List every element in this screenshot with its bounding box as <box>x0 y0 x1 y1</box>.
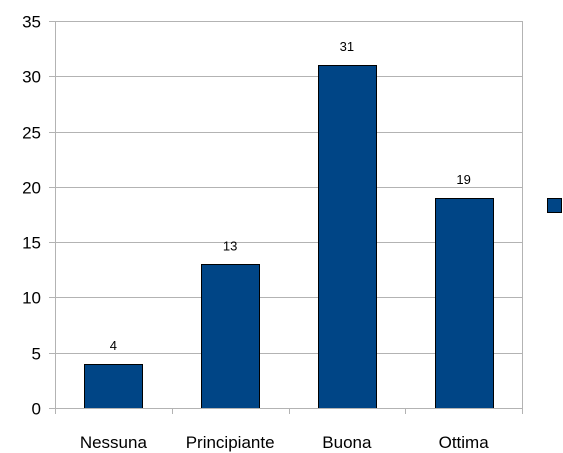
y-tick-label: 5 <box>32 345 41 364</box>
data-label: 19 <box>456 172 470 187</box>
legend <box>547 198 562 213</box>
x-category-label: Nessuna <box>80 433 148 452</box>
y-tick-label: 30 <box>22 68 41 87</box>
y-tick-label: 25 <box>22 124 41 143</box>
x-category-label: Ottima <box>439 433 490 452</box>
bar-buona <box>318 65 377 409</box>
bars: 4 13 31 19 <box>84 39 494 409</box>
y-tick-label: 20 <box>22 179 41 198</box>
grid-lines <box>55 21 522 409</box>
legend-swatch <box>547 198 562 213</box>
y-tick-label: 10 <box>22 289 41 308</box>
data-label: 4 <box>110 338 117 353</box>
y-axis-ticks: 0 5 10 15 20 25 30 35 <box>22 13 55 419</box>
y-tick-label: 15 <box>22 234 41 253</box>
x-category-label: Principiante <box>186 433 275 452</box>
bar-nessuna <box>84 364 143 409</box>
y-tick-label: 35 <box>22 13 41 32</box>
data-label: 31 <box>340 39 354 54</box>
y-tick-label: 0 <box>32 400 41 419</box>
x-axis: Nessuna Principiante Buona Ottima <box>55 21 523 452</box>
x-category-label: Buona <box>322 433 372 452</box>
data-label: 13 <box>223 238 237 253</box>
bar-principiante <box>201 264 260 409</box>
bar-ottima <box>435 198 494 409</box>
